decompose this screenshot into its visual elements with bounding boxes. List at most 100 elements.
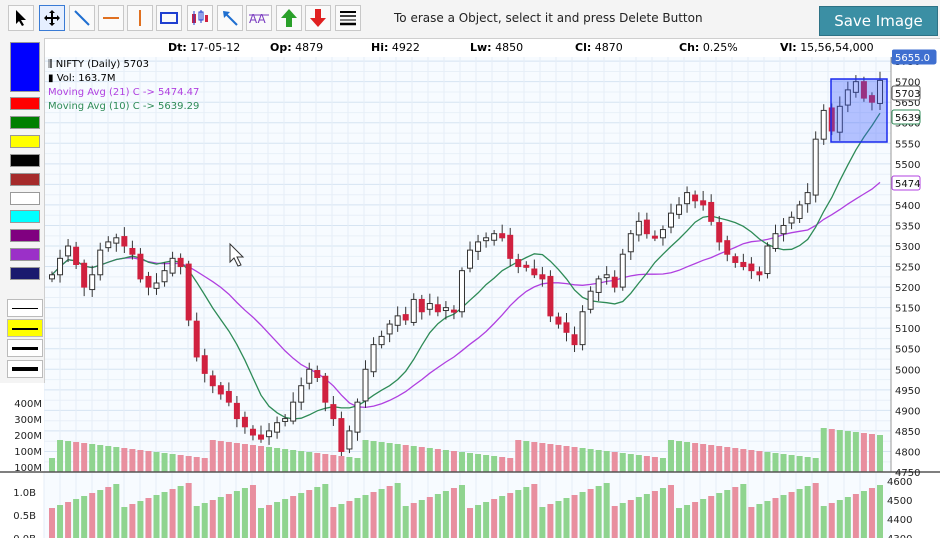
ma10-legend: Moving Avg (10) C -> 5639.29 bbox=[48, 101, 200, 112]
candle bbox=[748, 257, 755, 279]
volume-bar bbox=[241, 444, 248, 472]
y-tick-label: 5050 bbox=[895, 345, 920, 356]
turnover-bar bbox=[515, 490, 522, 538]
candle bbox=[105, 236, 112, 252]
turnover-bar bbox=[169, 489, 176, 538]
swatch-black[interactable] bbox=[10, 154, 40, 167]
candle bbox=[314, 365, 321, 383]
line-width-2-selected[interactable] bbox=[7, 319, 43, 337]
save-image-button[interactable]: Save Image bbox=[819, 6, 938, 36]
move-tool-icon[interactable] bbox=[39, 5, 65, 31]
swatch-cyan[interactable] bbox=[10, 210, 40, 223]
volume-bar bbox=[804, 457, 811, 472]
volume-bar bbox=[531, 442, 538, 472]
candle bbox=[491, 229, 498, 246]
turnover-bar bbox=[756, 504, 763, 538]
vertical-line-tool-icon[interactable] bbox=[127, 5, 153, 31]
turnover-bar bbox=[338, 504, 345, 538]
down-arrow-tool-icon[interactable] bbox=[305, 5, 331, 31]
volume-bar bbox=[89, 444, 96, 472]
candle bbox=[185, 260, 192, 327]
turnover-bar bbox=[249, 485, 256, 538]
lower-price-tick-label: 4600 bbox=[887, 477, 912, 488]
horizontal-line-tool-icon[interactable] bbox=[98, 5, 124, 31]
turnover-bar bbox=[217, 497, 224, 538]
candle bbox=[676, 197, 683, 219]
line-width-4[interactable] bbox=[7, 360, 43, 378]
candle bbox=[780, 218, 787, 242]
turnover-bar bbox=[877, 485, 883, 538]
volume-bar bbox=[603, 451, 610, 472]
fibonacci-tool-icon[interactable]: AA bbox=[246, 5, 272, 31]
candle bbox=[772, 224, 779, 252]
turnover-bar bbox=[491, 499, 498, 538]
turnover-bar bbox=[137, 501, 144, 538]
turnover-bar bbox=[201, 503, 208, 538]
candle bbox=[458, 267, 465, 318]
volume-bar bbox=[812, 458, 819, 472]
arrow-tool-icon[interactable] bbox=[217, 5, 243, 31]
turnover-bar bbox=[659, 488, 666, 538]
candle bbox=[692, 190, 699, 209]
volume-bar bbox=[483, 455, 490, 472]
volume-bar bbox=[836, 430, 843, 472]
svg-text:AA: AA bbox=[249, 12, 267, 26]
price-badge bbox=[891, 49, 937, 65]
swatch-yellow[interactable] bbox=[10, 135, 40, 148]
turnover-bar bbox=[611, 506, 618, 538]
turnover-bar bbox=[595, 486, 602, 538]
candle bbox=[523, 261, 530, 272]
toolbar: AA To erase a Object, select it and pres… bbox=[0, 0, 940, 39]
volume-bar bbox=[426, 448, 433, 472]
candle bbox=[579, 305, 586, 351]
rectangle-tool-icon[interactable] bbox=[156, 5, 182, 31]
selection-rectangle[interactable] bbox=[830, 78, 888, 143]
candle bbox=[812, 131, 819, 203]
volume-bar bbox=[796, 456, 803, 472]
turnover-bar bbox=[193, 506, 200, 538]
turnover-bar bbox=[828, 503, 835, 538]
volume-bar bbox=[298, 451, 305, 472]
candle bbox=[828, 103, 835, 136]
turnover-bar bbox=[177, 486, 184, 538]
turnover-bar bbox=[394, 483, 401, 538]
line-width-3[interactable] bbox=[7, 339, 43, 357]
swatch-white[interactable] bbox=[10, 192, 40, 205]
swatch-purple[interactable] bbox=[10, 229, 40, 242]
turnover-bar bbox=[266, 505, 273, 538]
candle bbox=[507, 227, 514, 267]
turnover-tick-label: 1.0B bbox=[13, 488, 36, 499]
candle bbox=[330, 395, 337, 426]
turnover-bar bbox=[571, 495, 578, 538]
swatch-brown[interactable] bbox=[10, 173, 40, 186]
swatch-red[interactable] bbox=[10, 97, 40, 110]
y-tick-label: 4750 bbox=[895, 468, 920, 479]
trendline-tool-icon[interactable] bbox=[69, 5, 95, 31]
candle-pattern-tool-icon[interactable] bbox=[187, 5, 213, 31]
up-arrow-tool-icon[interactable] bbox=[276, 5, 302, 31]
candle bbox=[571, 326, 578, 353]
pointer-tool-icon[interactable] bbox=[8, 5, 34, 31]
lines-tool-icon[interactable] bbox=[335, 5, 361, 31]
swatch-navy[interactable] bbox=[10, 267, 40, 280]
line-width-1[interactable] bbox=[7, 299, 43, 317]
candle bbox=[89, 265, 96, 297]
candle bbox=[539, 266, 546, 287]
change-value: 0.25% bbox=[702, 41, 738, 54]
turnover-bar bbox=[129, 504, 136, 538]
swatch-blue-selected[interactable] bbox=[10, 42, 40, 92]
candle bbox=[145, 271, 152, 296]
change-label: Ch: bbox=[679, 41, 700, 54]
candle bbox=[740, 253, 747, 271]
volume-bar bbox=[266, 447, 273, 472]
volume-bar bbox=[169, 454, 176, 472]
volume-bar bbox=[65, 441, 72, 472]
volume-bar bbox=[764, 452, 771, 472]
volume-bar bbox=[145, 451, 152, 472]
turnover-bar bbox=[732, 487, 739, 538]
swatch-green[interactable] bbox=[10, 116, 40, 129]
volume-bar bbox=[450, 451, 457, 472]
swatch-violet[interactable] bbox=[10, 248, 40, 261]
volume-bar bbox=[860, 433, 867, 472]
